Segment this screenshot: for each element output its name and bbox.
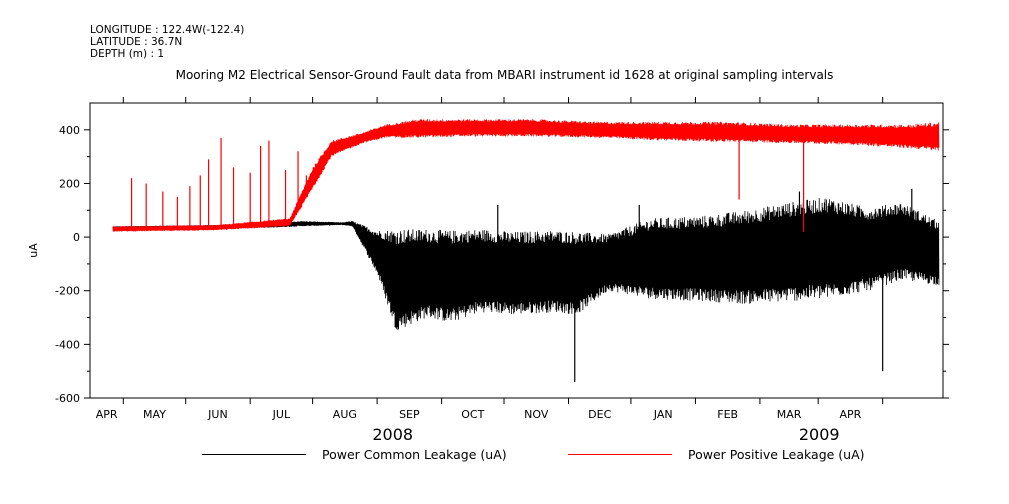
x-month-label: APR (96, 408, 118, 421)
x-year-label: 2009 (799, 425, 840, 444)
data-layer (112, 119, 940, 382)
series-1 (112, 119, 940, 232)
series-line (112, 198, 940, 331)
series-0 (112, 188, 940, 382)
x-month-label: JUN (207, 408, 228, 421)
y-tick-label: 200 (59, 177, 80, 190)
x-month-label: AUG (333, 408, 357, 421)
plot-frame (89, 102, 944, 399)
y-tick-label: -200 (55, 285, 80, 298)
x-month-label: JAN (653, 408, 673, 421)
legend-label-common: Power Common Leakage (uA) (322, 446, 507, 462)
legend: Power Common Leakage (uA) Power Positive… (0, 443, 1009, 465)
x-year-label: 2008 (372, 425, 413, 444)
x-month-label: DEC (588, 408, 611, 421)
x-month-label: FEB (717, 408, 738, 421)
x-month-label: NOV (524, 408, 549, 421)
x-month-label: JUL (272, 408, 291, 421)
y-tick-label: 400 (59, 124, 80, 137)
y-tick-label: -600 (55, 392, 80, 405)
legend-label-positive: Power Positive Leakage (uA) (688, 446, 865, 462)
legend-swatch-common (202, 453, 306, 455)
x-month-label: MAY (143, 408, 166, 421)
location-metadata: LONGITUDE : 122.4W(-122.4) LATITUDE : 36… (90, 24, 244, 60)
depth-label: DEPTH (m) : 1 (90, 48, 165, 60)
legend-item-common: Power Common Leakage (uA) (202, 443, 507, 465)
x-month-label: APR (840, 408, 862, 421)
legend-item-positive: Power Positive Leakage (uA) (568, 443, 865, 465)
legend-swatch-positive (568, 453, 672, 455)
y-axis-label: uA (27, 243, 40, 258)
x-month-label: OCT (461, 408, 484, 421)
y-tick-label: -400 (55, 338, 80, 351)
axes-layer: -600 -400 -200 0 200 400 APR MAY JUN JUL AUG SEP OCT… (55, 97, 949, 444)
y-tick-label: 0 (73, 231, 80, 244)
x-month-label: MAR (777, 408, 802, 421)
chart-title: Mooring M2 Electrical Sensor-Ground Faul… (175, 68, 834, 82)
longitude-label: LONGITUDE : 122.4W(-122.4) (90, 24, 245, 36)
x-month-label: SEP (399, 408, 420, 421)
latitude-label: LATITUDE : 36.7N (90, 36, 183, 48)
